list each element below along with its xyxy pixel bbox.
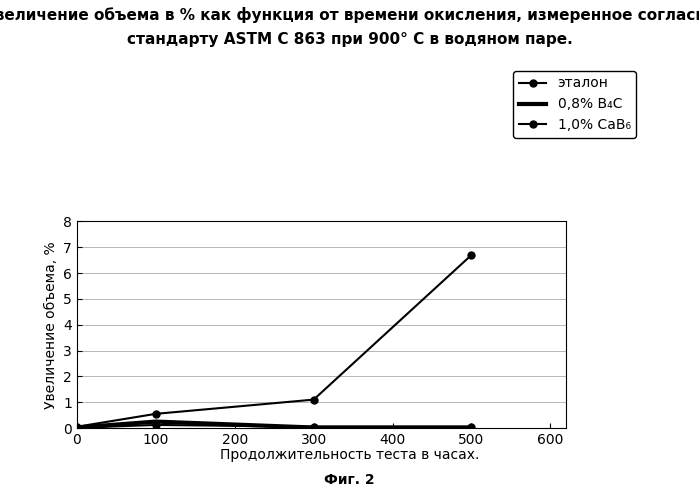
Legend: эталон, 0,8% B₄C, 1,0% CaB₆: эталон, 0,8% B₄C, 1,0% CaB₆ — [513, 71, 636, 138]
0,8% B₄C — [73, 425, 81, 430]
0,8% B₄C — [152, 419, 160, 425]
эталон — [152, 411, 160, 417]
Text: стандарту ASTM C 863 при 900° C в водяном паре.: стандарту ASTM C 863 при 900° C в водяно… — [127, 32, 572, 47]
Text: Фиг. 2: Фиг. 2 — [324, 473, 375, 487]
0,8% B₄C — [310, 425, 318, 430]
1,0% CaB₆ — [73, 425, 81, 430]
эталон — [468, 252, 476, 258]
Line: 1,0% CaB₆: 1,0% CaB₆ — [73, 422, 475, 431]
Text: Продолжительность теста в часах.: Продолжительность теста в часах. — [219, 448, 480, 462]
Line: эталон: эталон — [73, 251, 475, 430]
0,8% B₄C — [468, 425, 476, 430]
1,0% CaB₆ — [310, 424, 318, 430]
Y-axis label: Увеличение объема, %: Увеличение объема, % — [43, 241, 57, 408]
1,0% CaB₆ — [468, 424, 476, 430]
эталон — [310, 397, 318, 402]
эталон — [73, 424, 81, 430]
Text: Увеличение объема в % как функция от времени окисления, измеренное согласно: Увеличение объема в % как функция от вре… — [0, 7, 699, 24]
Line: 0,8% B₄C: 0,8% B₄C — [77, 422, 472, 428]
1,0% CaB₆ — [152, 422, 160, 428]
